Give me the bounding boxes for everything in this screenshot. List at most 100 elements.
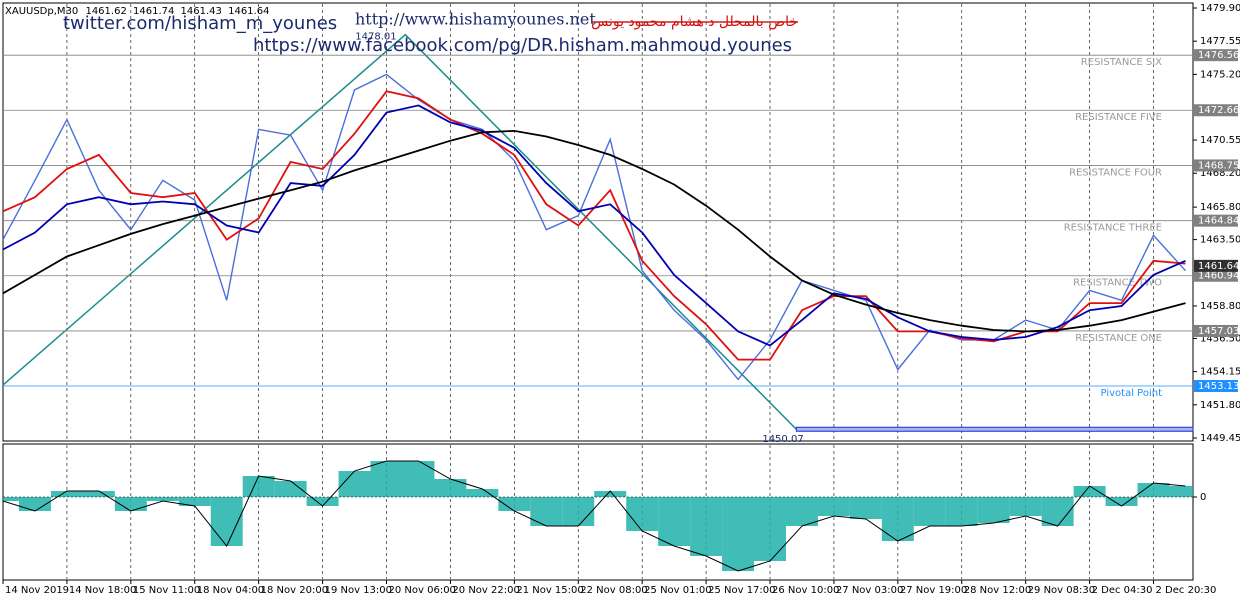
price-line bbox=[2, 129, 1186, 333]
oscillator-bar bbox=[977, 497, 1010, 523]
oscillator-bar bbox=[722, 497, 755, 571]
y-tick-label: 1463.50 bbox=[1200, 235, 1240, 246]
oscillator-bar bbox=[913, 497, 946, 526]
low: 1461.43 bbox=[181, 6, 222, 17]
oscillator-bar bbox=[178, 497, 211, 506]
level-value: 1460.94 bbox=[1198, 271, 1239, 282]
level-value: 1476.56 bbox=[1198, 50, 1239, 61]
x-tick-label: 14 Nov 2019 bbox=[5, 585, 69, 596]
level-value-box bbox=[1194, 269, 1238, 282]
oscillator-panel bbox=[2, 443, 1194, 581]
x-tick-label: 2 Dec 20:30 bbox=[1156, 585, 1217, 596]
oscillator-bar bbox=[1041, 497, 1074, 526]
oscillator-bar bbox=[754, 497, 786, 561]
main-panel bbox=[2, 2, 1194, 442]
y-tick-label: 1454.15 bbox=[1200, 367, 1240, 378]
y-tick-label: 1456.50 bbox=[1200, 333, 1240, 344]
x-tick-label: 20 Nov 06:00 bbox=[389, 585, 456, 596]
oscillator-bar bbox=[370, 461, 403, 497]
level-name: RESISTANCE SIX bbox=[1081, 57, 1162, 68]
x-tick-label: 27 Nov 03:00 bbox=[836, 585, 903, 596]
y-tick-label: 1470.55 bbox=[1200, 135, 1240, 146]
x-tick-label: 21 Nov 15:00 bbox=[516, 585, 583, 596]
x-tick-label: 27 Nov 19:00 bbox=[900, 585, 967, 596]
oscillator-bar bbox=[466, 489, 499, 497]
last-price-box bbox=[1194, 259, 1238, 272]
x-tick-label: 28 Nov 12:00 bbox=[964, 585, 1031, 596]
oscillator-bar bbox=[146, 497, 179, 501]
y-tick-label: 1451.80 bbox=[1200, 400, 1240, 411]
x-tick-label: 20 Nov 22:00 bbox=[452, 585, 519, 596]
oscillator-bar bbox=[562, 497, 595, 526]
level-name: RESISTANCE THREE bbox=[1064, 223, 1162, 234]
open: 1461.62 bbox=[85, 6, 126, 17]
low-line bbox=[795, 426, 1194, 432]
y-tick-label: 1479.90 bbox=[1200, 3, 1240, 14]
site-watermark: http://www.hishamyounes.net bbox=[355, 10, 596, 29]
last-price: 1461.64 bbox=[1198, 261, 1239, 272]
oscillator-bar bbox=[849, 497, 882, 519]
oscillator-bar bbox=[530, 497, 563, 526]
oscillator-bar bbox=[658, 497, 691, 546]
oscillator-bar bbox=[114, 497, 147, 511]
oscillator-bar bbox=[690, 497, 723, 556]
twitter-watermark: twitter.com/hisham_m_younes bbox=[63, 13, 337, 34]
oscillator-bar bbox=[945, 497, 978, 526]
y-tick-label: 0 bbox=[1200, 492, 1206, 503]
x-tick-label: 25 Nov 01:00 bbox=[644, 585, 711, 596]
oscillator-bar bbox=[498, 497, 531, 511]
level-value: 1472.66 bbox=[1198, 105, 1239, 116]
oscillator-bar bbox=[594, 491, 627, 497]
y-tick-label: 1458.80 bbox=[1200, 301, 1240, 312]
symbol: XAUUSDp,M30 bbox=[5, 6, 78, 17]
x-tick-label: 29 Nov 08:30 bbox=[1028, 585, 1095, 596]
x-tick-label: 18 Nov 20:00 bbox=[261, 585, 328, 596]
level-value: 1464.84 bbox=[1198, 216, 1239, 227]
high: 1461.74 bbox=[133, 6, 174, 17]
oscillator-bar bbox=[817, 497, 850, 516]
y-tick-label: 1449.45 bbox=[1200, 433, 1240, 444]
close: 1461.64 bbox=[228, 6, 269, 17]
oscillator-bar bbox=[82, 491, 115, 497]
x-tick-label: 26 Nov 10:00 bbox=[772, 585, 839, 596]
oscillator-bar bbox=[1073, 486, 1106, 497]
level-value: 1453.13 bbox=[1198, 381, 1239, 392]
x-tick-label: 2 Dec 04:30 bbox=[1092, 585, 1153, 596]
y-tick-label: 1477.55 bbox=[1200, 36, 1240, 47]
level-name: RESISTANCE ONE bbox=[1075, 333, 1162, 344]
x-tick-label: 25 Nov 17:00 bbox=[708, 585, 775, 596]
level-name: RESISTANCE FOUR bbox=[1069, 167, 1162, 178]
high-label: 1478.01 bbox=[355, 32, 396, 43]
x-tick-label: 22 Nov 08:00 bbox=[580, 585, 647, 596]
oscillator-bar bbox=[402, 461, 435, 497]
oscillator-bar bbox=[1137, 483, 1170, 497]
oscillator-bar bbox=[626, 497, 659, 531]
oscillator-bar bbox=[18, 497, 51, 511]
oscillator-bar bbox=[434, 479, 467, 497]
price-line bbox=[2, 104, 1186, 347]
level-value-box bbox=[1194, 104, 1238, 117]
level-value-box bbox=[1194, 214, 1238, 227]
level-name: RESISTANCE FIVE bbox=[1075, 112, 1162, 123]
oscillator-bar bbox=[881, 497, 914, 541]
level-value-box bbox=[1194, 380, 1238, 393]
low-label: 1450.07 bbox=[762, 434, 803, 445]
trendline bbox=[2, 33, 797, 430]
facebook-watermark: https://www.facebook.com/pg/DR.hisham.ma… bbox=[253, 35, 792, 56]
y-tick-label: 1475.20 bbox=[1200, 69, 1240, 80]
level-name: RESISTANCE TWO bbox=[1073, 278, 1162, 289]
x-tick-label: 14 Nov 18:00 bbox=[69, 585, 136, 596]
x-tick-label: 19 Nov 13:00 bbox=[325, 585, 392, 596]
y-tick-label: 1465.80 bbox=[1200, 202, 1240, 213]
oscillator-bar bbox=[306, 497, 339, 506]
oscillator-bar bbox=[338, 471, 371, 497]
oscillator-bar bbox=[1169, 486, 1193, 497]
level-name: Pivotal Point bbox=[1101, 388, 1163, 399]
oscillator-bar bbox=[785, 497, 818, 526]
oscillator-line bbox=[2, 460, 1186, 572]
level-value-box bbox=[1194, 49, 1238, 62]
oscillator-bar bbox=[274, 481, 307, 497]
x-tick-label: 18 Nov 04:00 bbox=[197, 585, 264, 596]
